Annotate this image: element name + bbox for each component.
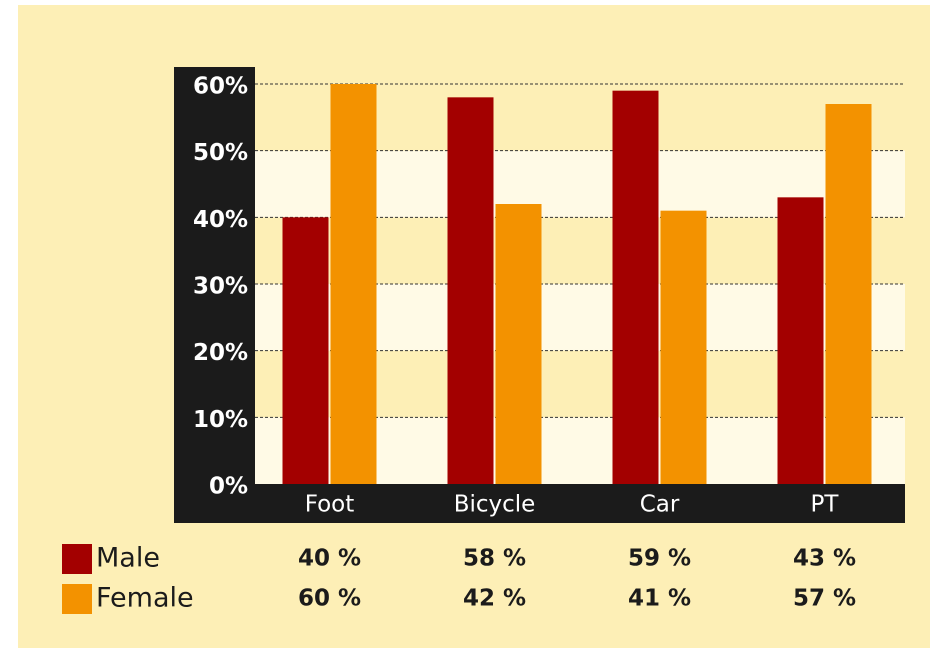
x-tick-label: Foot <box>305 492 355 518</box>
bar <box>660 210 707 484</box>
value-label: 57 % <box>793 586 856 612</box>
bar <box>330 84 377 484</box>
y-axis-panel <box>174 67 255 523</box>
value-label: 40 % <box>298 546 361 572</box>
x-axis-panel <box>174 484 905 523</box>
value-label: 59 % <box>628 546 691 572</box>
bar <box>825 104 872 484</box>
legend-label: Female <box>96 583 194 614</box>
legend-label: Male <box>96 543 160 574</box>
bar <box>447 97 494 484</box>
y-tick-label: 20% <box>193 340 248 366</box>
y-tick-label: 40% <box>193 207 248 233</box>
x-tick-label: Car <box>640 492 680 518</box>
legend-swatch <box>62 584 92 614</box>
value-label: 43 % <box>793 546 856 572</box>
x-tick-label: Bicycle <box>454 492 536 518</box>
value-label: 60 % <box>298 586 361 612</box>
y-tick-label: 60% <box>193 74 248 100</box>
bar <box>282 217 329 485</box>
y-tick-label: 30% <box>193 274 248 300</box>
value-label: 41 % <box>628 586 691 612</box>
y-tick-label: 0% <box>209 474 248 500</box>
x-tick-label: PT <box>811 492 840 518</box>
value-label: 58 % <box>463 546 526 572</box>
bar <box>612 90 659 485</box>
bar <box>495 204 542 484</box>
bar <box>777 197 824 485</box>
legend-swatch <box>62 544 92 574</box>
y-tick-label: 50% <box>193 140 248 166</box>
y-tick-label: 10% <box>193 407 248 433</box>
value-label: 42 % <box>463 586 526 612</box>
